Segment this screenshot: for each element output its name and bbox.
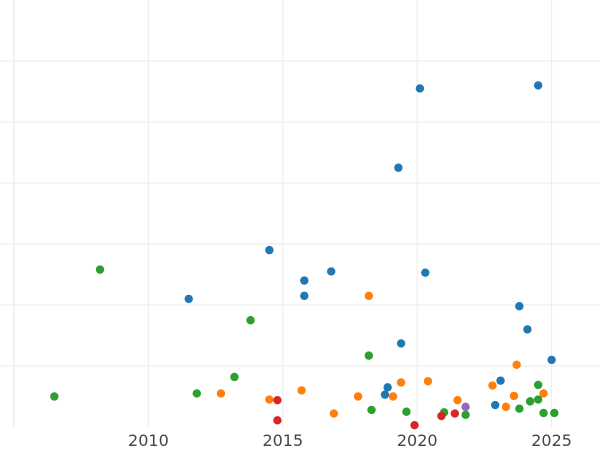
data-point [402,407,411,416]
data-point [437,411,446,421]
data-point [490,400,500,410]
data-point [410,420,419,430]
data-point [488,381,497,390]
data-points [50,81,559,430]
data-point [300,276,309,285]
data-point [380,390,390,399]
data-point [297,386,306,395]
data-point [246,316,255,325]
data-point [533,380,543,390]
data-point [230,372,239,382]
data-point [364,351,374,360]
data-point [415,84,425,93]
data-point [95,265,105,274]
data-point [329,409,339,418]
data-point [421,268,430,277]
data-point [273,416,282,425]
data-point [547,355,556,365]
data-point [367,405,376,415]
data-point [300,291,309,301]
data-point [396,339,406,348]
x-tick-label: 2015 [262,431,303,450]
data-point [453,395,462,405]
x-tick-label: 2010 [128,431,169,450]
data-point [550,408,559,418]
x-axis-ticks: 2010 2015 2020 2025 [128,431,572,450]
data-point [525,397,535,406]
data-point [523,325,532,334]
data-point [509,391,519,401]
data-point [461,402,470,412]
data-point [353,392,363,401]
gridlines [0,0,600,427]
data-point [192,389,201,398]
data-point [364,291,374,301]
data-point [512,360,521,369]
x-tick-label: 2025 [531,431,572,450]
data-point [394,163,403,172]
data-point [539,408,548,418]
data-point [383,383,392,392]
data-point [265,395,274,404]
data-point [501,402,511,412]
x-tick-label: 2020 [397,431,438,450]
data-point [216,389,226,398]
data-point [273,395,282,405]
data-point [450,409,460,418]
data-point [496,376,505,385]
data-point [515,302,524,311]
data-point [396,378,406,387]
data-point [461,410,470,419]
data-point [515,404,524,413]
data-point [265,245,274,255]
data-point [388,392,398,401]
data-point [533,81,543,90]
data-point [184,294,193,304]
data-point [533,395,543,404]
data-point [539,389,548,398]
data-point [326,267,336,276]
data-point [50,392,59,401]
data-point [423,377,433,386]
